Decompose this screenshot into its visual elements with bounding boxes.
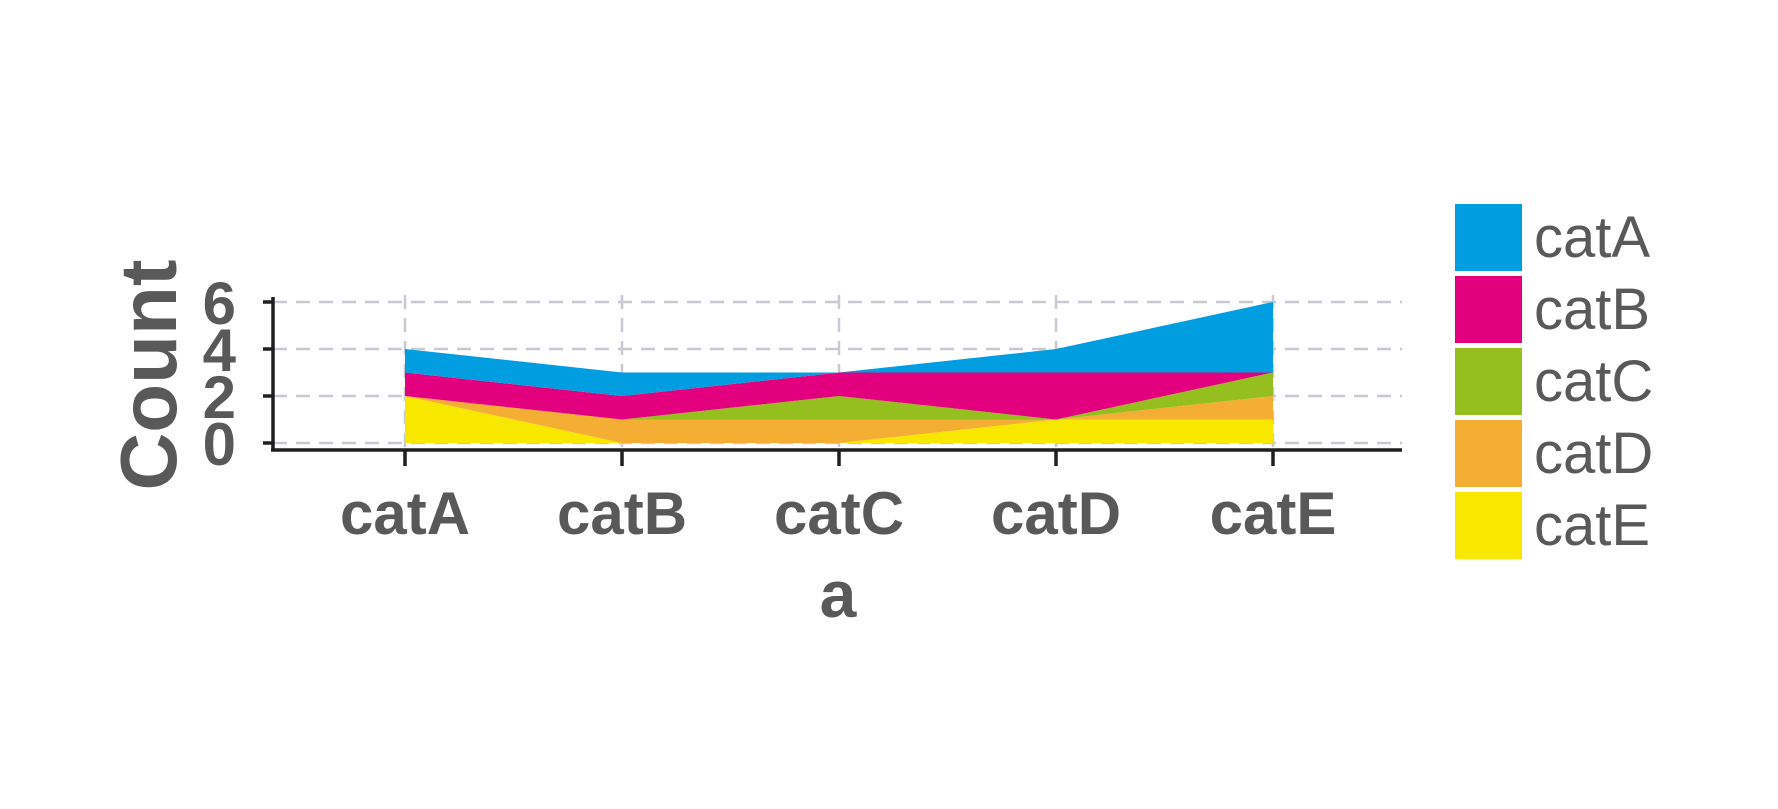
x-axis-title: a	[820, 557, 858, 631]
legend-swatch	[1455, 348, 1522, 415]
legend-item-catC: catC	[1455, 348, 1653, 415]
area-series-catE	[405, 396, 1273, 443]
legend-item-catA: catA	[1455, 204, 1650, 271]
area-series-catB	[405, 372, 1273, 420]
area-series-group	[405, 302, 1273, 443]
legend-swatch	[1455, 492, 1522, 559]
legend-label: catA	[1534, 205, 1650, 270]
y-tick-label: 0	[203, 411, 236, 478]
x-tick-label: catB	[557, 480, 687, 547]
legend-item-catB: catB	[1455, 276, 1650, 343]
area-series-catA	[405, 302, 1273, 396]
legend: catA catB catC catD catE	[1455, 204, 1653, 559]
legend-label: catC	[1534, 349, 1653, 414]
legend-swatch	[1455, 204, 1522, 271]
x-tick-label: catD	[991, 480, 1121, 547]
y-axis-title: Count	[104, 259, 193, 490]
y-tick-label: 2	[203, 364, 236, 431]
legend-swatch	[1455, 420, 1522, 487]
legend-item-catD: catD	[1455, 420, 1653, 487]
legend-label: catD	[1534, 421, 1653, 486]
x-tick-label: catC	[774, 480, 904, 547]
legend-label: catB	[1534, 277, 1650, 342]
y-tick-label: 6	[203, 270, 236, 337]
legend-item-catE: catE	[1455, 492, 1650, 559]
legend-swatch	[1455, 276, 1522, 343]
x-tick-label: catE	[1210, 480, 1337, 547]
y-tick-label: 4	[203, 317, 237, 384]
legend-label: catE	[1534, 493, 1650, 558]
x-tick-label: catA	[340, 480, 470, 547]
